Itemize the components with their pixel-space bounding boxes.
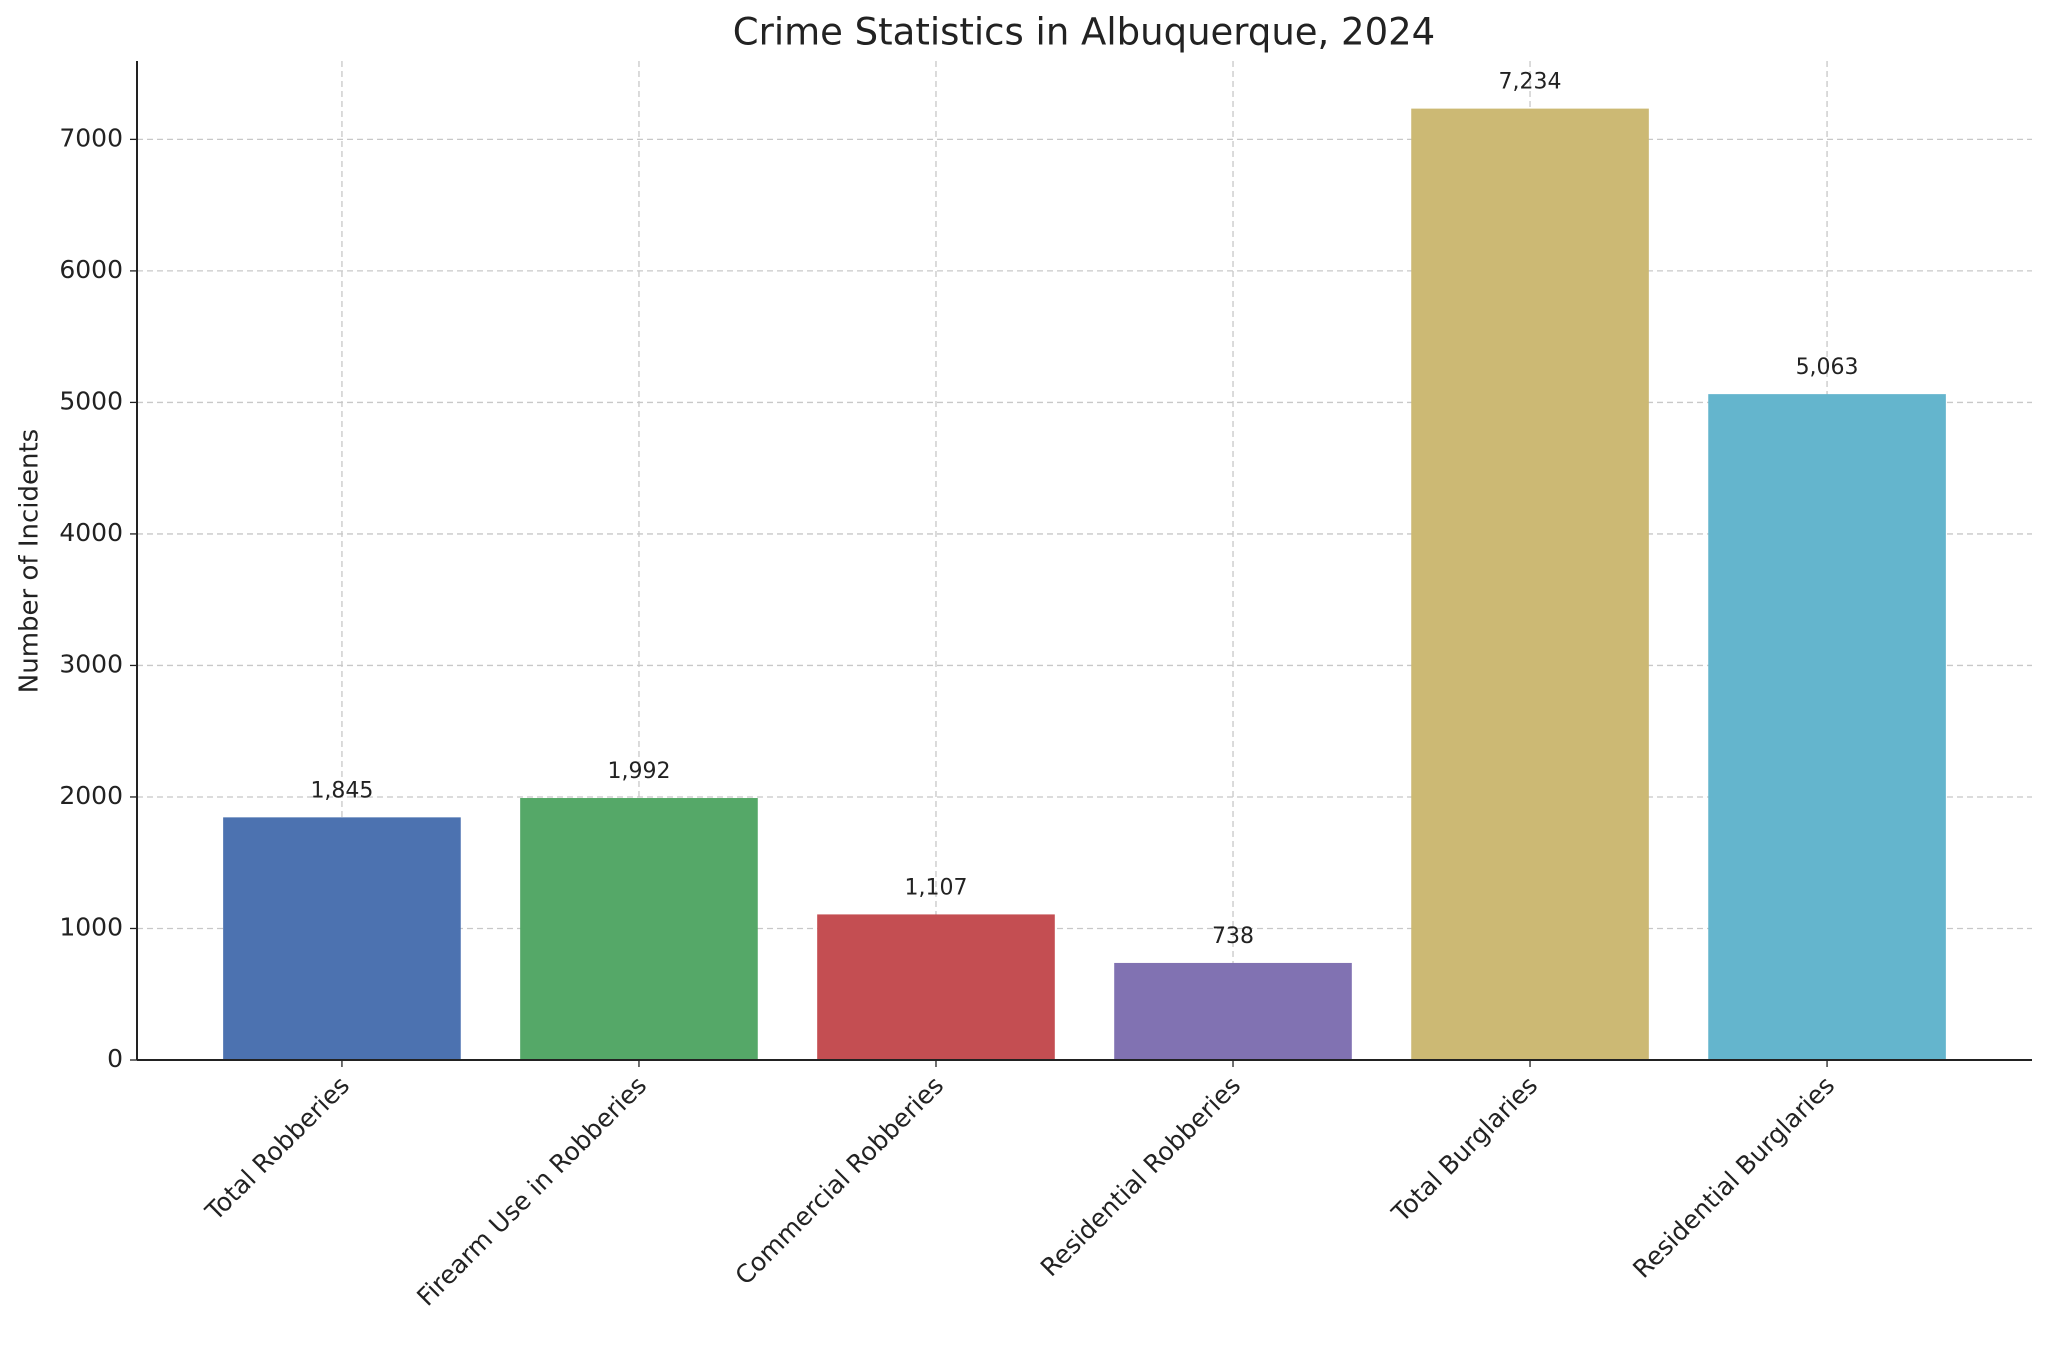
bar [520, 798, 758, 1060]
x-tick-label: Residential Robberies [1035, 1071, 1246, 1282]
y-tick-label: 7000 [59, 123, 123, 152]
x-tick-label: Total Burglaries [1386, 1071, 1544, 1229]
value-label: 5,063 [1796, 355, 1859, 380]
y-tick-label: 3000 [59, 649, 123, 678]
y-tick-label: 6000 [59, 255, 123, 284]
bar [223, 817, 461, 1060]
y-axis-label: Number of Incidents [15, 429, 45, 693]
x-tick-label: Total Robberies [199, 1071, 355, 1227]
bar [1708, 394, 1946, 1060]
x-tick-label: Residential Burglaries [1627, 1071, 1840, 1284]
value-label: 7,234 [1499, 70, 1562, 95]
y-tick-label: 1000 [59, 912, 123, 941]
y-tick-label: 5000 [59, 386, 123, 415]
x-tick-label: Commercial Robberies [729, 1071, 949, 1291]
bar [1411, 108, 1649, 1060]
bar [817, 914, 1055, 1060]
value-label: 1,992 [607, 759, 670, 784]
x-tick-label: Firearm Use in Robberies [411, 1071, 652, 1312]
y-tick-label: 4000 [59, 518, 123, 547]
y-tick-label: 2000 [59, 781, 123, 810]
value-label: 1,107 [904, 875, 967, 900]
bar [1114, 962, 1352, 1060]
value-label: 1,845 [310, 778, 373, 803]
value-label: 738 [1212, 924, 1254, 949]
y-tick-label: 0 [107, 1044, 123, 1073]
chart-title: Crime Statistics in Albuquerque, 2024 [733, 11, 1435, 54]
